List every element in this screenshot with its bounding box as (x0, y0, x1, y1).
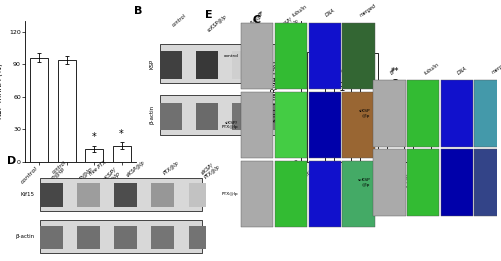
Text: D: D (8, 156, 17, 166)
Text: **: ** (390, 67, 399, 76)
Bar (342, 161, 374, 227)
Bar (473, 149, 501, 216)
Bar (240, 23, 273, 89)
Bar (195, 51, 218, 79)
Bar (473, 80, 501, 147)
Bar (373, 149, 405, 216)
Text: siKSP@lp: siKSP@lp (242, 14, 263, 32)
Bar (240, 92, 273, 158)
Bar (275, 23, 307, 89)
Text: *: * (119, 129, 124, 139)
Text: **: ** (338, 69, 346, 78)
Bar (406, 80, 438, 147)
Text: siKSP/
PTX@lp: siKSP/ PTX@lp (279, 14, 300, 34)
Bar (406, 149, 438, 216)
Bar (308, 23, 340, 89)
Text: KSP: KSP (149, 58, 154, 69)
Bar (40, 183, 63, 207)
Text: E: E (204, 10, 212, 20)
Text: Kif15: Kif15 (20, 192, 34, 197)
Y-axis label: Kif15 mRNA (%): Kif15 mRNA (%) (270, 61, 279, 122)
Bar (307, 52, 324, 162)
Text: scKSP
@lp: scKSP @lp (357, 178, 370, 187)
Bar (275, 92, 307, 158)
Bar (231, 103, 254, 130)
Text: *: * (92, 132, 96, 142)
Bar (440, 80, 472, 147)
Text: siKSP/
PTX@lp: siKSP/ PTX@lp (200, 160, 221, 180)
Text: siKSP/
PTX@lp: siKSP/ PTX@lp (221, 121, 238, 129)
Bar (360, 54, 377, 162)
Text: β-actin: β-actin (15, 234, 34, 239)
Bar (77, 183, 100, 207)
Text: B: B (134, 6, 142, 16)
Text: BF: BF (389, 68, 397, 75)
Text: control: control (223, 54, 238, 58)
Bar (275, 161, 307, 227)
Text: tubulin: tubulin (291, 4, 307, 18)
Text: DNA: DNA (324, 8, 336, 18)
Text: control: control (51, 160, 68, 175)
Text: PTX@lp: PTX@lp (162, 160, 180, 176)
Bar (373, 80, 405, 147)
Bar (440, 149, 472, 216)
Bar (231, 51, 254, 79)
Bar (188, 226, 211, 249)
Bar (112, 146, 130, 162)
Text: siKSP
@lp: siKSP @lp (358, 109, 370, 118)
Bar (159, 51, 182, 79)
Text: merged: merged (358, 3, 376, 18)
Text: free PTX: free PTX (88, 160, 107, 177)
FancyBboxPatch shape (40, 178, 201, 211)
Text: siKSP@lp: siKSP@lp (125, 160, 146, 178)
Bar (308, 92, 340, 158)
Text: merged: merged (489, 61, 501, 75)
Bar (308, 161, 340, 227)
Bar (268, 51, 290, 79)
Bar (114, 226, 137, 249)
Bar (40, 226, 63, 249)
Bar (240, 161, 273, 227)
FancyBboxPatch shape (40, 220, 201, 253)
Bar (151, 226, 174, 249)
Bar (333, 86, 350, 162)
Text: DNA: DNA (456, 65, 467, 75)
Bar (77, 226, 100, 249)
Bar (386, 84, 403, 162)
Bar (342, 23, 374, 89)
Y-axis label: KSP mRNA (%): KSP mRNA (%) (0, 63, 4, 119)
Text: β-actin: β-actin (149, 105, 154, 124)
Bar (30, 58, 48, 162)
Bar (342, 92, 374, 158)
FancyBboxPatch shape (159, 95, 283, 135)
Bar (58, 60, 75, 162)
FancyBboxPatch shape (159, 44, 283, 83)
Text: scKSP@lp: scKSP@lp (206, 14, 228, 33)
Text: PTX@lp: PTX@lp (221, 192, 238, 196)
Text: BF: BF (257, 10, 265, 18)
Text: control: control (170, 14, 187, 28)
Text: tubulin: tubulin (422, 62, 439, 75)
Bar (114, 183, 137, 207)
Bar (85, 149, 103, 162)
Bar (151, 183, 174, 207)
Bar (159, 103, 182, 130)
Bar (268, 103, 290, 130)
Bar (412, 110, 430, 162)
Text: C: C (252, 15, 260, 25)
Text: **: ** (417, 94, 425, 103)
Bar (195, 103, 218, 130)
Bar (188, 183, 211, 207)
